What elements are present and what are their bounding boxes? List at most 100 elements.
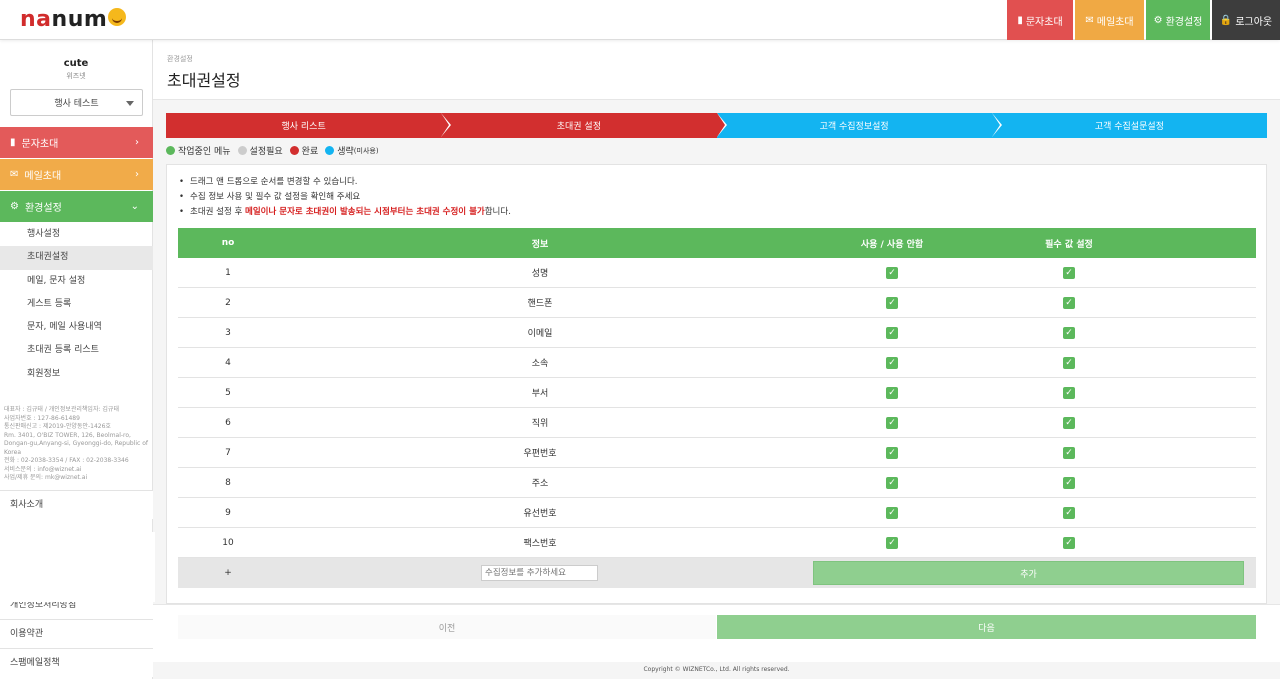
blank-overlay (0, 532, 155, 602)
submenu-mail-sms-settings[interactable]: 메일, 문자 설정 (27, 275, 86, 286)
collect-info-table: no 정보 사용 / 사용 안함 필수 값 설정 1 성명 ✓ ✓ 2 핸드폰 ✓ ✓ 3 이메일… (178, 228, 1256, 588)
sidebar-item-mail-invite[interactable]: ✉ 메일초대 › (0, 159, 153, 190)
page-title: 초대권설정 (167, 71, 241, 90)
required-checkbox[interactable]: ✓ (1063, 476, 1075, 489)
row-no: 1 (225, 267, 231, 278)
submenu-usage-history[interactable]: 문자, 메일 사용내역 (27, 322, 102, 333)
required-checkbox[interactable]: ✓ (1063, 326, 1075, 339)
required-checkbox[interactable]: ✓ (1063, 386, 1075, 399)
mail-invite-button[interactable]: ✉ 메일초대 (1075, 0, 1144, 40)
logout-button[interactable]: 🔒 로그아웃 (1212, 0, 1280, 40)
submenu-guest-register[interactable]: 게스트 등록 (27, 298, 72, 309)
table-row[interactable]: 4 소속 ✓ ✓ (178, 348, 1256, 378)
required-checkbox[interactable]: ✓ (1063, 446, 1075, 459)
use-checkbox[interactable]: ✓ (886, 266, 898, 279)
use-checkbox[interactable]: ✓ (886, 386, 898, 399)
status-legend: 작업중인 메뉴 설정필요 완료 생략 (미사용) (166, 144, 386, 157)
submenu-member-info[interactable]: 회원정보 (27, 368, 61, 379)
green-dot-icon (166, 146, 175, 155)
step-label: 고객 수집정보설정 (819, 122, 889, 132)
envelope-icon: ✉ (10, 169, 19, 180)
row-no: 3 (225, 327, 231, 338)
required-checkbox[interactable]: ✓ (1063, 356, 1075, 369)
step-event-list[interactable]: 행사 리스트 (166, 113, 452, 138)
settings-button[interactable]: ⚙ 환경설정 (1146, 0, 1210, 40)
red-dot-icon (289, 146, 299, 155)
use-checkbox[interactable]: ✓ (886, 446, 898, 459)
row-info: 유선번호 (523, 509, 557, 519)
company-info-line: 대표자 : 김규태 / 개인정보관리책임자: 김규태 (4, 406, 119, 413)
use-checkbox[interactable]: ✓ (886, 416, 898, 429)
table-body: 1 성명 ✓ ✓ 2 핸드폰 ✓ ✓ 3 이메일 ✓ ✓ 4 소속 ✓ ✓ 5 부서 ✓ ✓ 6 직위 ✓ ✓ 7 우편번호 ✓ ✓ 8… (178, 258, 1256, 558)
top-nav: ▮ 문자초대 ✉ 메일초대 ⚙ 환경설정 🔒 로그아웃 (1005, 0, 1280, 40)
event-select[interactable]: 행사 테스트 (10, 89, 143, 116)
required-checkbox[interactable]: ✓ (1063, 416, 1075, 429)
link-spam-policy[interactable]: 스팸메일정책 (0, 648, 153, 677)
required-checkbox[interactable]: ✓ (1063, 506, 1075, 519)
use-cell: ✓ (802, 326, 982, 339)
table-row[interactable]: 3 이메일 ✓ ✓ (178, 318, 1256, 348)
add-info-input[interactable] (481, 565, 598, 581)
use-checkbox[interactable]: ✓ (886, 356, 898, 369)
step-collect-info-settings[interactable]: 고객 수집정보설정 (716, 113, 1002, 138)
table-row[interactable]: 10 팩스번호 ✓ ✓ (178, 528, 1256, 558)
use-checkbox[interactable]: ✓ (886, 536, 898, 549)
gear-icon: ⚙ (10, 201, 19, 212)
note-highlight: 메일이나 문자로 초대권이 발송되는 시점부터는 초대권 수정이 불가 (245, 207, 485, 217)
table-row[interactable]: 9 유선번호 ✓ ✓ (178, 498, 1256, 528)
note-line: 드래그 앤 드롭으로 순서를 변경할 수 있습니다. (179, 175, 511, 190)
legend-label: 생략 (337, 147, 354, 157)
step-survey-settings[interactable]: 고객 수집설문설정 (991, 113, 1267, 138)
progress-steps: 행사 리스트 초대권 설정 고객 수집정보설정 고객 수집설문설정 (166, 113, 1267, 138)
table-row[interactable]: 1 성명 ✓ ✓ (178, 258, 1256, 288)
mail-invite-label: 메일초대 (1096, 16, 1134, 28)
step-navigation: 이전 다음 (153, 604, 1280, 662)
use-checkbox[interactable]: ✓ (886, 296, 898, 309)
table-row[interactable]: 8 주소 ✓ ✓ (178, 468, 1256, 498)
use-checkbox[interactable]: ✓ (886, 476, 898, 489)
legend-item: 작업중인 메뉴 (166, 144, 231, 157)
use-cell: ✓ (802, 386, 982, 399)
row-no: 2 (225, 297, 231, 308)
required-cell: ✓ (982, 356, 1156, 369)
sidebar-links-top: 회사소개 (0, 490, 153, 519)
table-row[interactable]: 5 부서 ✓ ✓ (178, 378, 1256, 408)
legend-sub: (미사용) (353, 146, 379, 155)
link-terms[interactable]: 이용약관 (0, 619, 153, 648)
company-info-line: 사업자번호 : 127-86-61489 (4, 414, 80, 422)
add-button[interactable]: 추가 (813, 561, 1244, 585)
row-no: 4 (225, 357, 231, 368)
use-checkbox[interactable]: ✓ (886, 326, 898, 339)
table-row[interactable]: 6 직위 ✓ ✓ (178, 408, 1256, 438)
gear-icon: ⚙ (1153, 14, 1163, 26)
nanume-logo[interactable]: n a num (20, 8, 127, 32)
sidebar-item-sms-invite[interactable]: ▮ 문자초대 › (0, 127, 153, 158)
row-info: 이메일 (527, 329, 553, 339)
row-info: 직위 (531, 419, 549, 429)
step-invitation-settings[interactable]: 초대권 설정 (441, 113, 727, 138)
required-checkbox[interactable]: ✓ (1063, 536, 1075, 549)
prev-button[interactable]: 이전 (178, 615, 716, 639)
required-checkbox[interactable]: ✓ (1063, 296, 1075, 309)
table-row[interactable]: 7 우편번호 ✓ ✓ (178, 438, 1256, 468)
link-company-intro[interactable]: 회사소개 (0, 490, 153, 519)
step-label: 고객 수집설문설정 (1094, 122, 1164, 132)
gray-dot-icon (237, 146, 247, 155)
required-checkbox[interactable]: ✓ (1063, 266, 1075, 279)
sidebar-links-bottom: 개인정보처리방침 이용약관 스팸메일정책 (0, 590, 153, 677)
sidebar-item-settings[interactable]: ⚙ 환경설정 ⌄ (0, 191, 153, 222)
submenu-invitation-list[interactable]: 초대권 등록 리스트 (27, 345, 99, 356)
submenu-event-settings[interactable]: 행사설정 (27, 229, 61, 239)
next-button[interactable]: 다음 (717, 615, 1256, 639)
use-checkbox[interactable]: ✓ (886, 506, 898, 519)
use-cell: ✓ (802, 266, 982, 279)
phone-icon: ▮ (1017, 14, 1023, 26)
sms-invite-button[interactable]: ▮ 문자초대 (1007, 0, 1073, 40)
required-cell: ✓ (982, 266, 1156, 279)
submenu-invitation-settings[interactable]: 초대권설정 (0, 246, 153, 270)
legend-label: 완료 (301, 147, 319, 157)
logout-label: 로그아웃 (1235, 16, 1273, 28)
required-cell: ✓ (982, 386, 1156, 399)
table-row[interactable]: 2 핸드폰 ✓ ✓ (178, 288, 1256, 318)
title-box: 환경설정 초대권설정 (153, 40, 1280, 100)
